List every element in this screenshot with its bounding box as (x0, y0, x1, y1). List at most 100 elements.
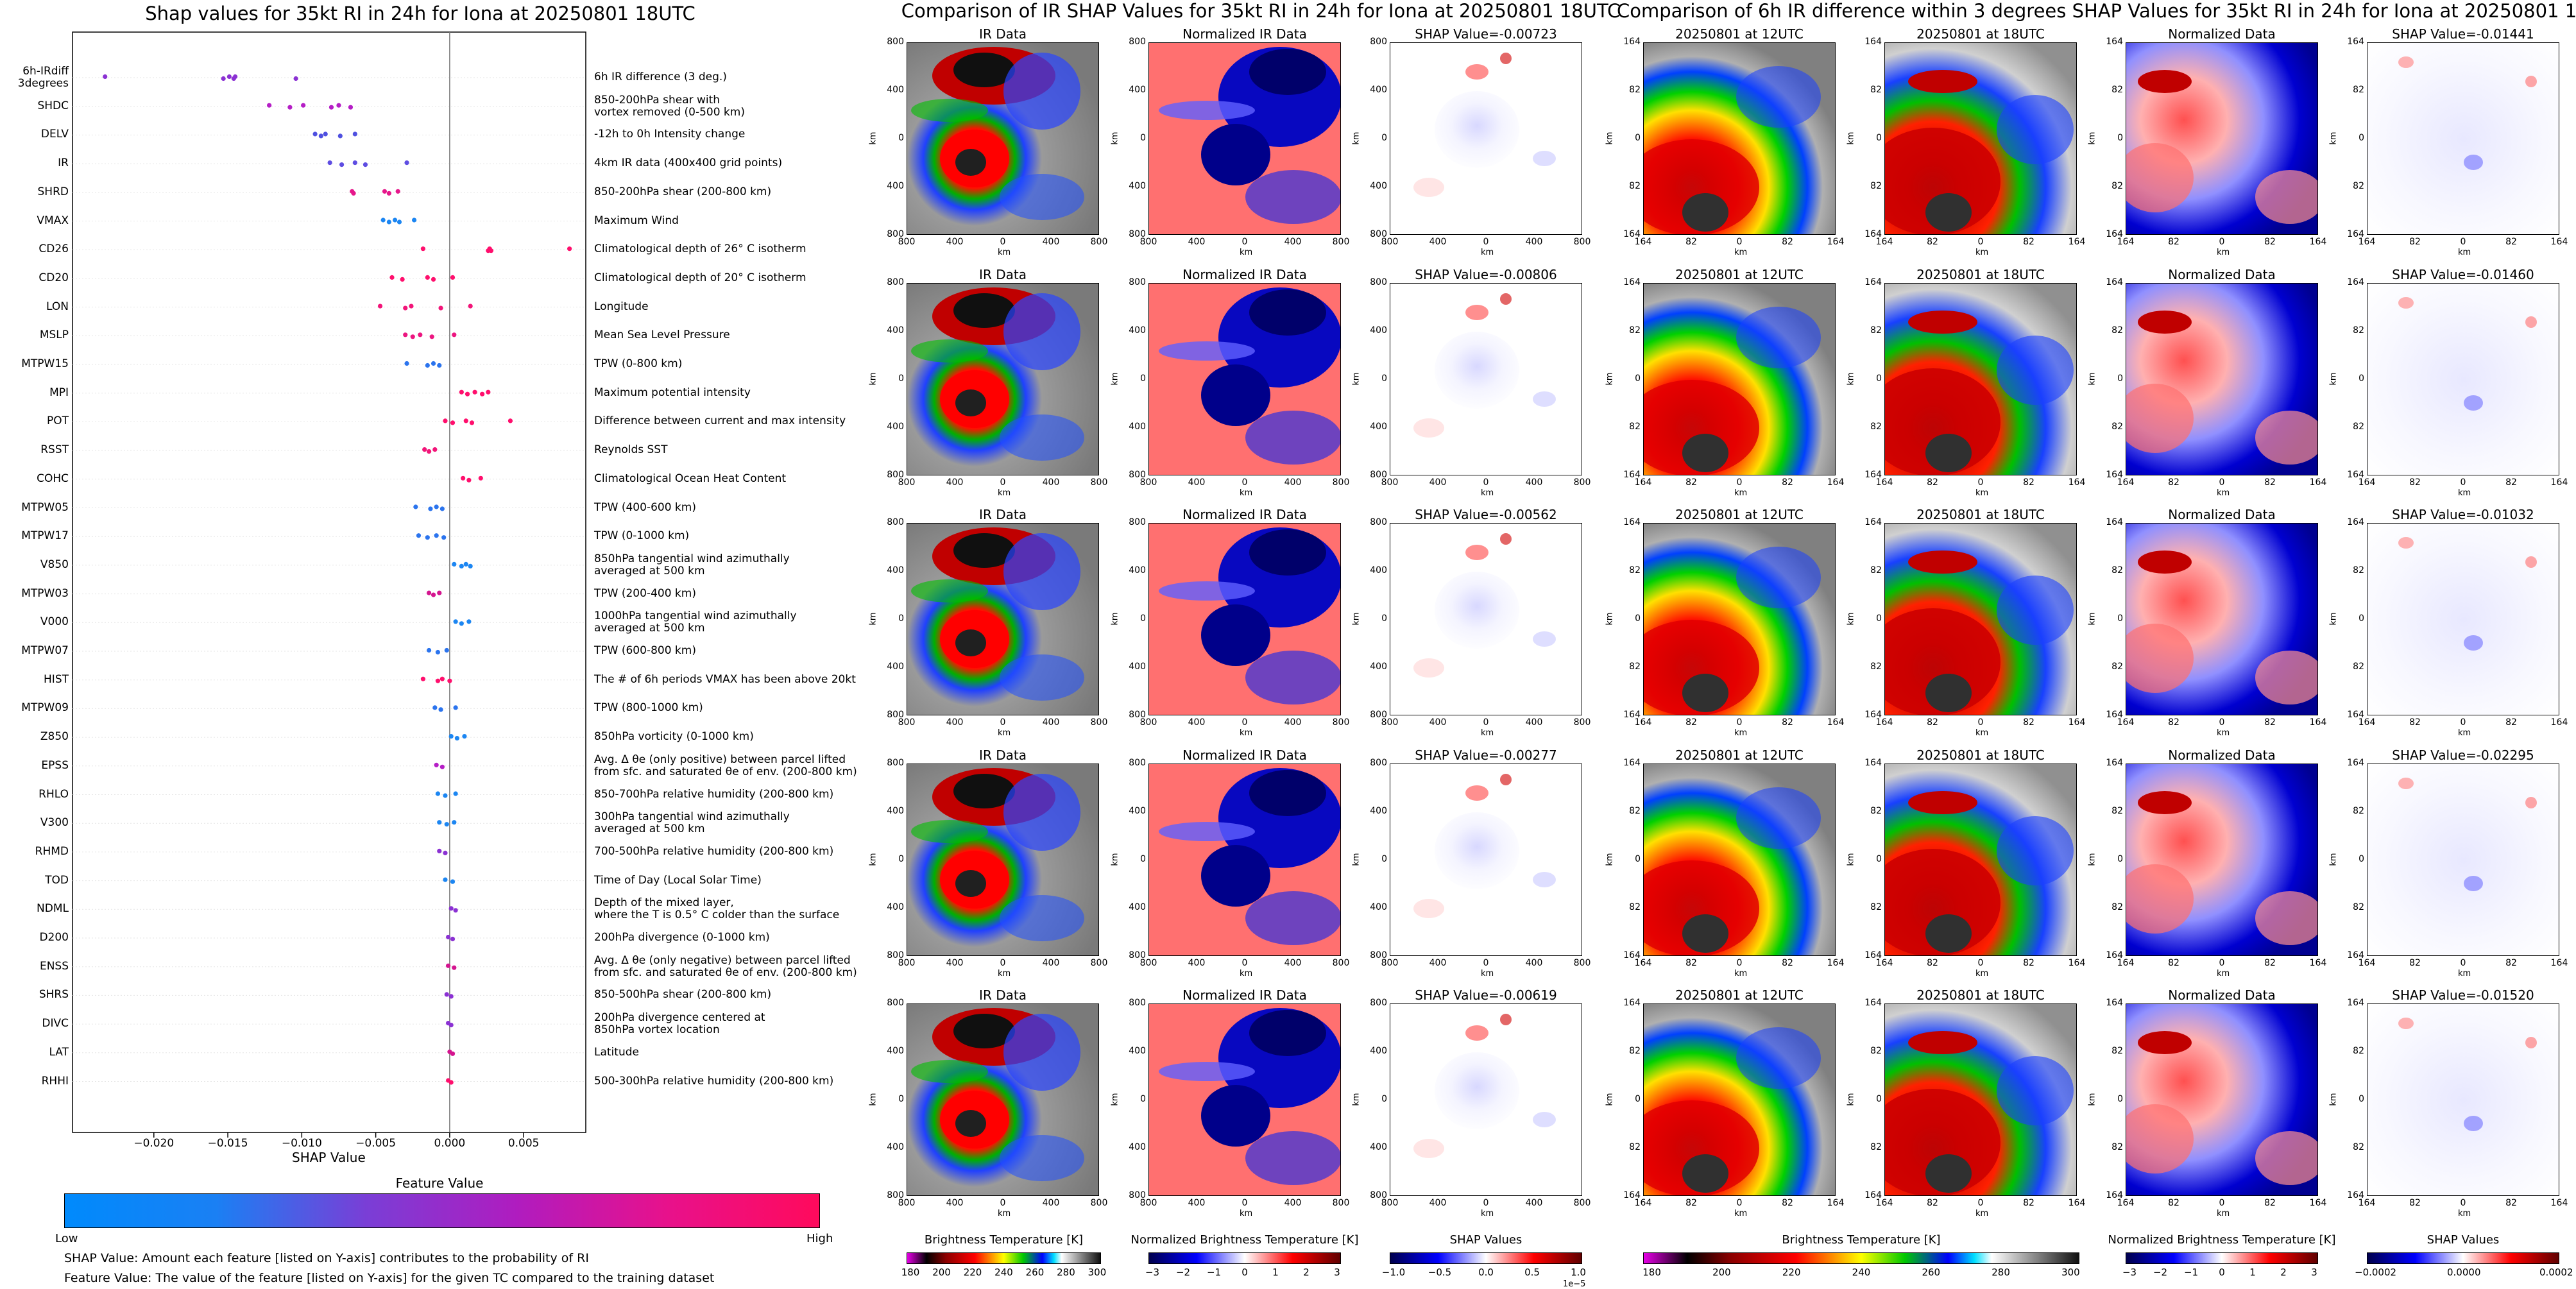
shap-point (439, 506, 445, 511)
ir-normalized-colorbar-tick: 2 (1303, 1267, 1309, 1278)
x-tick-label: 0 (2219, 1198, 2225, 1208)
feature-description: Longitude (594, 300, 649, 313)
shap-point (267, 103, 272, 108)
feature-description: Climatological depth of 20° C isotherm (594, 271, 806, 284)
y-tick-label: 800 (1129, 277, 1146, 287)
y-tick-label: 82 (2111, 85, 2123, 95)
irdiff-t1-panel (1643, 1003, 1836, 1196)
ir-shapir-panel (1390, 1003, 1582, 1196)
y-tick-label: 0 (1381, 613, 1387, 624)
feature-label: RHHI (41, 1074, 69, 1088)
x-tick-label: 82 (2023, 477, 2034, 488)
shap-point (293, 76, 298, 81)
y-tick-label: 800 (887, 229, 904, 239)
shap-point (465, 391, 470, 397)
x-tick-label: 800 (1090, 237, 1108, 247)
feature-label: COHC (37, 472, 69, 485)
x-tick-label: 0 (1736, 958, 1743, 968)
ir-shap-colorbar-tick: 1.0 (1571, 1267, 1586, 1278)
x-tick-label: 0.005 (508, 1137, 540, 1150)
x-axis-label: km (1975, 488, 1989, 498)
y-tick-label: 0 (1381, 1094, 1387, 1104)
y-tick-label: 400 (1370, 565, 1387, 576)
feature-label: TOD (45, 873, 69, 887)
y-tick-label: 800 (1370, 710, 1387, 720)
x-tick-label: 164 (2309, 477, 2327, 488)
irdiff-t2-panel-title: 20250801 at 18UTC (1916, 747, 2045, 763)
shap-point (439, 676, 445, 681)
y-axis-label: km (868, 853, 878, 866)
feature-description: TPW (0-1000 km) (594, 529, 690, 543)
x-tick-label: 0 (1000, 237, 1006, 247)
y-tick-label: 164 (1623, 517, 1641, 527)
x-tick-label: 82 (2505, 717, 2517, 728)
x-tick-label: 164 (2117, 958, 2135, 968)
shap-summary-title: Shap values for 35kt RI in 24h for Iona … (145, 3, 695, 24)
x-tick-label: 164 (1875, 477, 1893, 488)
y-tick-label: 82 (2111, 806, 2123, 816)
ir-ir-panel-title: IR Data (979, 507, 1027, 522)
shap-point (339, 162, 345, 167)
y-tick-label: 164 (1864, 1190, 1882, 1200)
x-axis-label: km (2217, 248, 2230, 257)
irdiff-bt-colorbar-tick: 240 (1852, 1267, 1871, 1278)
y-tick-label: 164 (2347, 758, 2364, 768)
shap-point (403, 305, 408, 311)
shap-point (443, 793, 448, 798)
y-tick-label: 800 (1370, 517, 1387, 527)
feature-description: Difference between current and max inten… (594, 414, 846, 428)
ir-shapir-panel-title: SHAP Value=-0.00619 (1415, 987, 1557, 1003)
shap-point (447, 678, 452, 683)
y-tick-label: 0 (2117, 1094, 2123, 1104)
x-tick-label: 400 (1429, 477, 1447, 488)
shap-point (395, 189, 400, 194)
x-tick-label: 82 (1685, 477, 1697, 488)
x-tick-label: 0 (1241, 717, 1248, 728)
x-tick-label: 164 (2309, 958, 2327, 968)
x-tick-label: 164 (2309, 1198, 2327, 1208)
x-tick-label: 0 (1000, 1198, 1006, 1208)
irdiff-normalized-colorbar-tick: −1 (2183, 1267, 2199, 1278)
irdiff-normalized-colorbar (2126, 1252, 2318, 1264)
shap-point (453, 791, 458, 796)
x-tick-label: 800 (898, 477, 916, 488)
y-tick-label: 0 (1140, 613, 1146, 624)
ir-normalized-colorbar (1148, 1252, 1341, 1264)
irdiff-comparison-title: Comparison of 6h IR difference within 3 … (1617, 0, 2576, 22)
y-axis-label: km (1846, 612, 1856, 626)
irdiff-norm2-panel (2126, 283, 2318, 475)
x-tick-label: 400 (1429, 717, 1447, 728)
y-tick-label: 800 (1370, 277, 1387, 287)
y-tick-label: 400 (887, 806, 904, 816)
y-tick-label: 164 (1623, 277, 1641, 287)
y-axis-label: km (1110, 612, 1120, 626)
feature-description: Maximum Wind (594, 214, 679, 227)
ir-normalized-colorbar-tick: −2 (1175, 1267, 1191, 1278)
y-tick-label: 82 (1629, 662, 1641, 672)
feature-description: TPW (200-400 km) (594, 586, 696, 600)
x-tick-label: 82 (2409, 477, 2421, 488)
shap-point (448, 1080, 454, 1085)
feature-label: HIST (44, 672, 69, 686)
shap-point (462, 734, 467, 739)
shap-point (443, 850, 448, 855)
irdiff-bt-colorbar-tick: 200 (1712, 1267, 1731, 1278)
irdiff-t2-panel-title: 20250801 at 18UTC (1916, 507, 2045, 522)
x-tick-label: 82 (1782, 717, 1793, 728)
x-axis-label: km (1481, 969, 1494, 978)
x-tick-label: 164 (2309, 717, 2327, 728)
feature-label: Z850 (40, 730, 69, 744)
irdiff-t2-panel (1884, 42, 2077, 235)
x-tick-label: 800 (1139, 1198, 1157, 1208)
x-tick-label: 164 (2358, 237, 2376, 247)
shap-point (452, 820, 457, 825)
x-tick-label: 0 (2460, 237, 2466, 247)
feature-description: TPW (400-600 km) (594, 500, 696, 514)
feature-value-low-label: Low (55, 1232, 78, 1245)
irdiff-bt-colorbar (1643, 1252, 2079, 1264)
feature-label: MTPW09 (21, 701, 69, 715)
ir-ir-panel-title: IR Data (979, 26, 1027, 42)
x-tick-label: 800 (898, 1198, 916, 1208)
ir-norm-panel (1148, 523, 1341, 715)
irdiff-t1-panel (1643, 764, 1836, 956)
